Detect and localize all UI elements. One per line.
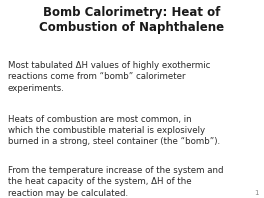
Text: Bomb Calorimetry: Heat of
Combustion of Naphthalene: Bomb Calorimetry: Heat of Combustion of … xyxy=(39,6,225,34)
Text: 1: 1 xyxy=(254,190,259,196)
Text: From the temperature increase of the system and
the heat capacity of the system,: From the temperature increase of the sys… xyxy=(8,166,223,198)
Text: Most tabulated ΔH values of highly exothermic
reactions come from “bomb” calorim: Most tabulated ΔH values of highly exoth… xyxy=(8,61,210,93)
Text: Heats of combustion are most common, in
which the combustible material is explos: Heats of combustion are most common, in … xyxy=(8,115,220,146)
